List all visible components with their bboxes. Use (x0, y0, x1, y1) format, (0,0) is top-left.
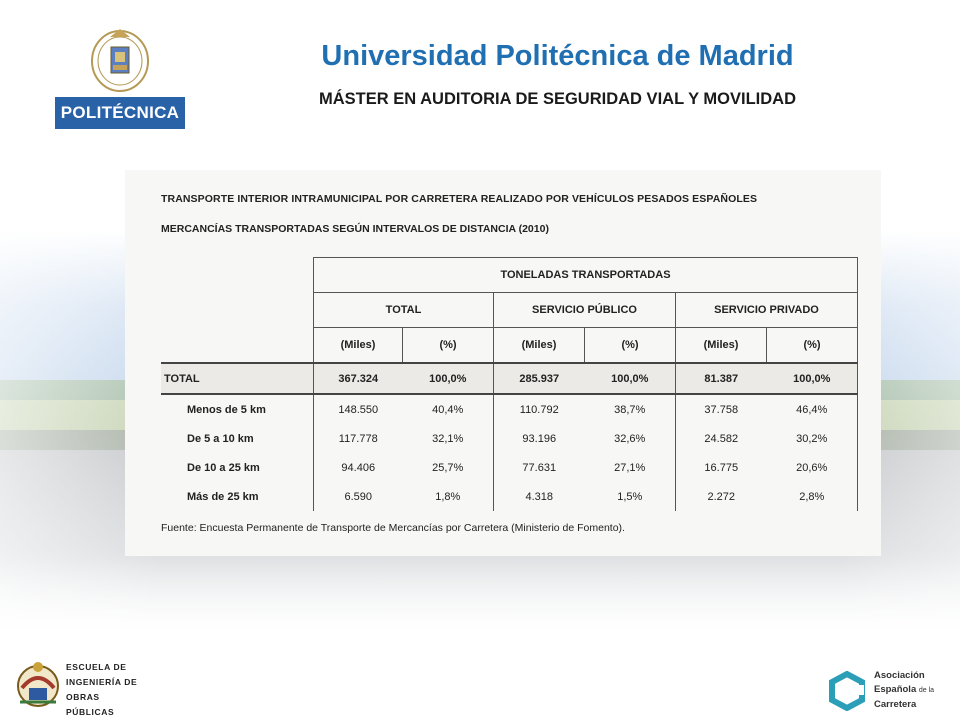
row-label: TOTAL (161, 362, 314, 395)
table-cell: 100,0% (584, 362, 676, 395)
table-cell: 27,1% (614, 461, 646, 474)
university-seal-icon (91, 29, 149, 92)
unit-header: (Miles) (313, 327, 403, 364)
table-cell: 77.631 (493, 453, 585, 482)
association-mark-icon (829, 671, 865, 711)
table-header-row: TOTAL SERVICIO PÚBLICO SERVICIO PRIVADO (161, 292, 858, 328)
association-name-line: Española (874, 684, 917, 695)
upm-logo-label: POLITÉCNICA (55, 97, 185, 129)
table-cell: 1,8% (435, 490, 461, 503)
table-cell: 2,8% (766, 482, 858, 511)
table-cell: 25,7% (432, 461, 464, 474)
table-cell: 16.775 (675, 453, 767, 482)
association-name-line: Carretera (874, 699, 917, 710)
unit-header: (%) (766, 327, 858, 364)
school-name: ESCUELA DE INGENIERÍA DE OBRAS PÚBLICAS (66, 660, 148, 720)
table-row: De 10 a 25 km 94.406 25,7% 77.631 27,1% … (161, 453, 858, 482)
school-name-line: ESCUELA DE (66, 662, 127, 672)
document-subheading: MERCANCÍAS TRANSPORTADAS SEGÚN INTERVALO… (161, 223, 549, 235)
column-group-header: TOTAL (313, 292, 494, 328)
table-cell: 81.387 (675, 362, 767, 395)
source-note: Fuente: Encuesta Permanente de Transport… (161, 522, 625, 534)
school-emblem-icon (17, 662, 59, 707)
association-logo: Asociación Española de la Carretera (828, 665, 958, 715)
freight-table: TONELADAS TRANSPORTADAS TOTAL SERVICIO P… (161, 257, 858, 511)
table-cell: 148.550 (313, 394, 403, 424)
document-heading: TRANSPORTE INTERIOR INTRAMUNICIPAL POR C… (161, 193, 758, 205)
school-logo: ESCUELA DE INGENIERÍA DE OBRAS PÚBLICAS (8, 652, 148, 717)
table-cell: 4.318 (493, 482, 585, 511)
unit-header: (Miles) (675, 327, 767, 364)
table-cell: 100,0% (766, 362, 858, 395)
table-header-row: TONELADAS TRANSPORTADAS (161, 257, 858, 293)
table-cell: 32,6% (614, 432, 646, 445)
unit-header: (Miles) (493, 327, 585, 364)
table-cell: 93.196 (493, 424, 585, 453)
association-name-line: de la (918, 687, 935, 694)
table-cell: 30,2% (766, 424, 858, 453)
table-cell: 32,1% (432, 432, 464, 445)
school-name-line: INGENIERÍA DE (66, 677, 138, 687)
column-group-header: SERVICIO PÚBLICO (493, 292, 676, 328)
association-name-line: Asociación (874, 670, 925, 681)
row-label: De 10 a 25 km (187, 461, 260, 474)
table-row: Más de 25 km 6.590 1,8% 4.318 1,5% 2.272… (161, 482, 858, 511)
table-cell: 367.324 (313, 362, 403, 395)
table-cell: 117.778 (313, 424, 403, 453)
table-cell: 2.272 (675, 482, 767, 511)
table-cell: 94.406 (313, 453, 403, 482)
table-row: Menos de 5 km 148.550 40,4% 110.792 38,7… (161, 394, 858, 424)
row-label: Más de 25 km (187, 490, 259, 503)
table-cell: 46,4% (766, 394, 858, 424)
row-label: De 5 a 10 km (187, 432, 254, 445)
table-cell: 6.590 (313, 482, 403, 511)
school-name-line: OBRAS PÚBLICAS (66, 692, 115, 717)
upm-logo: POLITÉCNICA (55, 25, 185, 130)
group-header: TONELADAS TRANSPORTADAS (313, 257, 858, 293)
scanned-table-document: TRANSPORTE INTERIOR INTRAMUNICIPAL POR C… (125, 170, 881, 556)
table-cell: 37.758 (675, 394, 767, 424)
table-total-row: TOTAL 367.324 100,0% 285.937 100,0% 81.3… (161, 362, 858, 395)
table-cell: 285.937 (493, 362, 585, 395)
table-cell: 100,0% (402, 362, 494, 395)
unit-header: (%) (402, 327, 494, 364)
row-label: Menos de 5 km (187, 403, 266, 416)
column-group-header: SERVICIO PRIVADO (675, 292, 858, 328)
page-title: Universidad Politécnica de Madrid (321, 40, 794, 72)
table-cell: 40,4% (432, 403, 464, 416)
page-subtitle: MÁSTER EN AUDITORIA DE SEGURIDAD VIAL Y … (318, 90, 797, 108)
unit-header: (%) (584, 327, 676, 364)
table-cell: 110.792 (493, 394, 585, 424)
table-cell: 24.582 (675, 424, 767, 453)
table-cell: 38,7% (614, 403, 646, 416)
table-cell: 20,6% (766, 453, 858, 482)
table-header-row: (Miles) (%) (Miles) (%) (Miles) (%) (161, 327, 858, 364)
association-name: Asociación Española de la Carretera (874, 669, 934, 712)
table-row: De 5 a 10 km 117.778 32,1% 93.196 32,6% … (161, 424, 858, 453)
table-cell: 1,5% (617, 490, 643, 503)
